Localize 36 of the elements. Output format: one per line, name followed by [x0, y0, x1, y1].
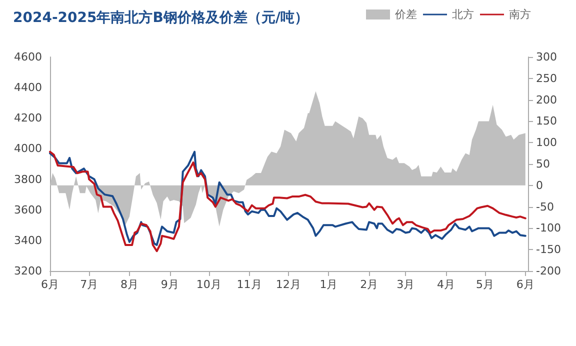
x-tick-label: 4月: [436, 278, 455, 291]
y2-tick-label: 100: [536, 136, 557, 150]
x-tick-label: 6月: [516, 278, 534, 291]
x-tick-label: 3月: [396, 278, 415, 291]
y-tick-label: 3800: [14, 172, 42, 186]
x-tick-label: 7月: [80, 278, 98, 291]
y-tick-label: 3400: [14, 234, 42, 247]
y-tick-label: 3600: [14, 203, 42, 216]
legend-label: 北方: [452, 8, 474, 21]
x-tick-label: 2月: [360, 278, 378, 291]
legend-label: 价差: [394, 8, 417, 21]
y-tick-label: 3200: [14, 264, 42, 278]
x-tick-label: 1月: [320, 278, 338, 291]
x-tick-label: 8月: [120, 278, 138, 291]
x-tick-label: 5月: [476, 278, 494, 291]
chart-title: 2024-2025年南北方B钢价格及价差（元/吨）: [13, 9, 309, 26]
x-tick-label: 10月: [196, 278, 222, 291]
x-tick-label: 9月: [160, 278, 179, 291]
y2-tick-label: 50: [536, 158, 550, 170]
y2-tick-label: -150: [536, 243, 561, 256]
x-tick-label: 11月: [236, 278, 262, 291]
y2-tick-label: -50: [536, 200, 554, 214]
y2-tick-label: 0: [536, 178, 543, 192]
y-tick-label: 4400: [14, 81, 42, 94]
y2-tick-label: 150: [536, 114, 557, 128]
y-tick-label: 4200: [14, 112, 42, 125]
y2-tick-label: 300: [536, 50, 557, 64]
y2-tick-label: -100: [536, 222, 561, 235]
y2-tick-label: 250: [536, 72, 557, 85]
x-tick-label: 12月: [276, 278, 301, 291]
x-tick-label: 6月: [41, 278, 59, 291]
y2-tick-label: -200: [536, 264, 561, 278]
y-tick-label: 4000: [14, 142, 42, 156]
y2-tick-label: 200: [536, 93, 557, 106]
y-tick-label: 4600: [14, 50, 42, 64]
legend-label: 南方: [509, 8, 531, 21]
